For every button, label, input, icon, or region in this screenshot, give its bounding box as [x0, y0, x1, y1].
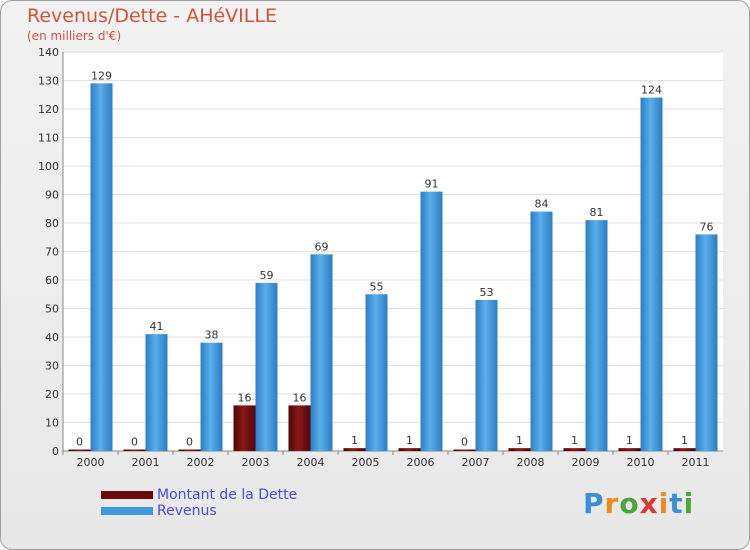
bar-revenue [585, 220, 608, 451]
data-label-revenue: 76 [700, 220, 714, 233]
data-label-revenue: 38 [205, 329, 219, 342]
x-tick-label: 2006 [407, 456, 435, 469]
bar-revenue [145, 334, 168, 451]
legend-swatch-debt [101, 491, 153, 499]
data-label-debt: 1 [406, 434, 413, 447]
x-tick-label: 2009 [572, 456, 600, 469]
data-label-debt: 16 [293, 391, 307, 404]
data-label-revenue: 41 [150, 320, 164, 333]
bar-debt [563, 448, 586, 451]
logo-letter: t [669, 487, 684, 520]
data-label-revenue: 53 [480, 286, 494, 299]
x-tick-label: 2007 [462, 456, 490, 469]
y-tick-label: 110 [38, 132, 59, 145]
bar-debt [618, 448, 641, 451]
data-label-revenue: 81 [590, 206, 604, 219]
y-tick-label: 0 [52, 445, 59, 458]
legend-item-revenue: Revenus [101, 503, 297, 519]
y-tick-label: 70 [45, 246, 59, 259]
bar-revenue [640, 97, 663, 451]
proxiti-logo: Proxiti [583, 487, 694, 520]
bar-debt [233, 405, 256, 451]
data-label-debt: 1 [516, 434, 523, 447]
logo-letter: P [583, 487, 605, 520]
y-tick-label: 100 [38, 160, 59, 173]
bar-debt [453, 449, 476, 451]
y-tick-label: 30 [45, 360, 59, 373]
y-tick-label: 130 [38, 75, 59, 88]
data-label-debt: 0 [461, 436, 468, 449]
y-tick-label: 140 [38, 46, 59, 59]
bar-debt [288, 405, 311, 451]
bar-revenue [365, 294, 388, 451]
data-label-revenue: 84 [535, 198, 549, 211]
x-tick-label: 2003 [242, 456, 270, 469]
x-tick-label: 2002 [187, 456, 215, 469]
bar-debt [343, 448, 366, 451]
y-tick-label: 120 [38, 103, 59, 116]
data-label-revenue: 55 [370, 280, 384, 293]
data-label-debt: 1 [626, 434, 633, 447]
bar-debt [508, 448, 531, 451]
data-label-debt: 1 [681, 434, 688, 447]
logo-letter: r [604, 487, 620, 520]
bar-revenue [200, 342, 223, 451]
y-tick-label: 80 [45, 217, 59, 230]
data-label-revenue: 69 [315, 240, 329, 253]
bar-revenue [530, 211, 553, 451]
x-tick-label: 2004 [297, 456, 325, 469]
legend: Montant de la Dette Revenus [101, 487, 297, 519]
x-tick-label: 2001 [132, 456, 160, 469]
legend-label-debt: Montant de la Dette [157, 487, 298, 503]
bar-revenue [310, 254, 333, 451]
bar-revenue [475, 299, 498, 451]
data-label-debt: 0 [76, 436, 83, 449]
logo-letter: i [658, 487, 670, 520]
bar-debt [178, 449, 201, 451]
bar-revenue [90, 83, 113, 451]
x-tick-label: 2008 [517, 456, 545, 469]
data-label-debt: 1 [571, 434, 578, 447]
x-tick-label: 2011 [682, 456, 710, 469]
x-tick-label: 2000 [77, 456, 105, 469]
chart-subtitle: (en milliers d'€) [27, 29, 122, 43]
data-label-revenue: 59 [260, 269, 274, 282]
legend-item-debt: Montant de la Dette [101, 487, 297, 503]
data-label-debt: 0 [131, 436, 138, 449]
y-tick-label: 10 [45, 417, 59, 430]
y-tick-label: 20 [45, 388, 59, 401]
legend-swatch-revenue [101, 507, 153, 515]
bar-revenue [695, 234, 718, 451]
y-tick-label: 40 [45, 331, 59, 344]
x-tick-label: 2005 [352, 456, 380, 469]
chart-title: Revenus/Dette - AHéVILLE [27, 5, 277, 27]
bar-revenue [420, 191, 443, 451]
x-tick-label: 2010 [627, 456, 655, 469]
logo-letter: i [683, 487, 695, 520]
bar-revenue [255, 282, 278, 451]
bar-debt [68, 449, 91, 451]
data-label-debt: 1 [351, 434, 358, 447]
data-label-debt: 16 [238, 391, 252, 404]
logo-letter: o [619, 487, 640, 520]
data-label-revenue: 124 [641, 84, 662, 97]
y-tick-label: 50 [45, 303, 59, 316]
data-label-debt: 0 [186, 436, 193, 449]
bar-debt [673, 448, 696, 451]
y-tick-label: 60 [45, 274, 59, 287]
logo-letter: x [639, 487, 659, 520]
y-tick-label: 90 [45, 189, 59, 202]
bar-debt [398, 448, 421, 451]
legend-label-revenue: Revenus [157, 503, 217, 519]
data-label-revenue: 91 [425, 178, 439, 191]
data-label-revenue: 129 [91, 69, 112, 82]
bar-debt [123, 449, 146, 451]
